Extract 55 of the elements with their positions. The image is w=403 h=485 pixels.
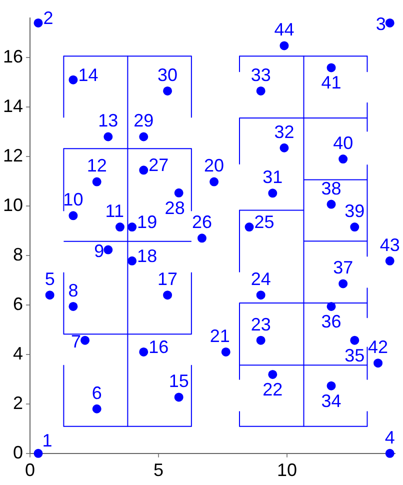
- annotation: 9: [94, 240, 104, 261]
- annotation: 41: [321, 72, 342, 93]
- annotation: 16: [148, 336, 169, 357]
- annotation: 10: [63, 190, 84, 210]
- annotation: 5: [44, 269, 55, 290]
- y-tick-label: 0: [13, 442, 24, 462]
- annotation: 30: [158, 64, 178, 85]
- x-tick-label: 5: [154, 460, 164, 480]
- annotation: 36: [321, 311, 342, 332]
- annotation: 31: [262, 167, 283, 188]
- y-tick-label: 8: [13, 244, 24, 264]
- annotation: 13: [98, 110, 118, 131]
- x-tick-label: 10: [277, 460, 298, 480]
- annotation: 20: [204, 156, 224, 176]
- y-tick-label: 2: [13, 392, 24, 413]
- annotation: 34: [321, 390, 342, 411]
- annotation: 15: [168, 371, 189, 392]
- annotation: 3: [376, 14, 386, 34]
- annotation: 25: [254, 212, 274, 232]
- annotation: 7: [71, 331, 82, 352]
- y-tick-label: 14: [2, 96, 24, 116]
- annotation: 12: [86, 156, 107, 176]
- annotation: 32: [274, 122, 294, 142]
- y-tick-label: 10: [2, 194, 24, 215]
- annotation: 22: [262, 379, 283, 400]
- annotation: 29: [134, 110, 154, 131]
- annotation: 4: [384, 427, 395, 448]
- annotation: 28: [164, 198, 185, 218]
- annotation: 44: [274, 20, 294, 40]
- annotation: 2: [43, 8, 54, 28]
- y-tick-label: 6: [13, 294, 24, 314]
- y-tick-label: 16: [2, 46, 24, 67]
- annotation: 19: [137, 212, 158, 232]
- annotation: 37: [333, 258, 354, 278]
- annotation: 33: [250, 64, 271, 85]
- annotation: 27: [148, 155, 169, 176]
- annotation: 1: [42, 430, 52, 450]
- annotation: 23: [250, 314, 271, 334]
- annotation: 11: [105, 201, 124, 222]
- y-tick-label: 4: [13, 343, 24, 364]
- annotation: 35: [344, 345, 365, 366]
- annotation: 43: [380, 234, 400, 255]
- annotation: 40: [333, 132, 354, 153]
- annotation: 39: [344, 201, 365, 222]
- annotation: 38: [321, 178, 342, 198]
- annotation: 42: [368, 337, 388, 358]
- annotation: 26: [192, 212, 212, 232]
- annotation: 8: [68, 280, 78, 300]
- annotation: 21: [210, 326, 230, 346]
- annotation: 14: [78, 64, 98, 85]
- annotation: 18: [137, 246, 158, 266]
- annotation: 17: [158, 269, 178, 290]
- annotation: 24: [250, 269, 271, 290]
- y-tick-label: 12: [2, 146, 24, 166]
- annotation: 6: [92, 382, 102, 403]
